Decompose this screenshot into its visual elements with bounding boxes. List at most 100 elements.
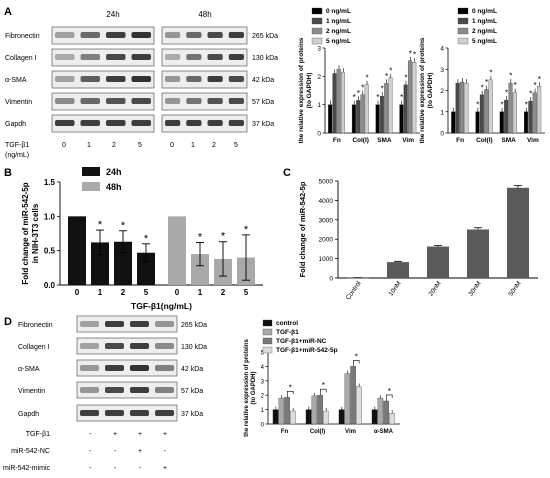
x-tick-label: 1	[98, 288, 103, 297]
bar	[191, 254, 209, 285]
significance-star: *	[244, 224, 249, 236]
treatment-label: miR-542-mimic	[3, 465, 51, 472]
bar	[403, 84, 408, 134]
x-tick-label: Col(I)	[310, 429, 325, 435]
blot-panel	[161, 48, 248, 67]
legend-label: TGF-β1+miR-542-5p	[276, 347, 338, 354]
significance-star: *	[404, 73, 407, 82]
blot-band	[228, 54, 244, 60]
protein-label: α-SMA	[18, 366, 40, 373]
bar	[364, 84, 369, 134]
bar	[528, 100, 533, 134]
blot-panel	[76, 381, 178, 399]
legend-swatch	[262, 337, 273, 345]
blot-band	[186, 76, 202, 82]
significance-star: *	[353, 93, 356, 102]
blot-band	[105, 321, 124, 327]
significance-star: *	[361, 83, 364, 92]
significance-star: *	[198, 231, 203, 243]
dose-value: 2	[212, 142, 216, 149]
legend-swatch	[82, 167, 100, 176]
legend-swatch	[457, 37, 469, 45]
blot-panel	[161, 26, 248, 45]
y-tick-label: 3	[440, 67, 444, 74]
bar	[399, 104, 404, 134]
bar	[278, 397, 285, 425]
y-axis-label: Fold change of miR-542-5p	[298, 181, 307, 277]
x-tick-label: 30nM	[468, 280, 483, 297]
x-tick-label: SMA	[377, 137, 392, 144]
significance-star: *	[376, 93, 379, 102]
blot-band	[165, 98, 181, 104]
x-tick-label: 2	[121, 288, 126, 297]
bar	[451, 111, 456, 134]
chart-a2: 0 1 2 3 4 the relative expression of proteins…	[419, 7, 545, 144]
significance-star: *	[533, 81, 536, 90]
x-tick-label: Vim	[345, 429, 356, 435]
y-tick-label: 3000	[319, 217, 334, 224]
significance-star: *	[485, 78, 488, 87]
y-axis-label: in NIH-3T3 cells	[31, 203, 40, 263]
blot-band	[155, 343, 174, 349]
bar	[459, 81, 465, 134]
panel-label-a: A	[4, 6, 12, 18]
chart-d: 0 1 2 3 4 5 the relative expression of protein…	[244, 319, 400, 437]
x-tick-label: Vim	[527, 137, 539, 144]
blot-band	[130, 387, 149, 393]
bar	[340, 71, 345, 134]
dose-value: 5	[234, 142, 238, 149]
blot-band	[55, 76, 75, 82]
kda-label: 42 kDa	[181, 366, 203, 373]
y-tick-label: 0	[317, 131, 321, 138]
dose-value: 0	[62, 142, 66, 149]
treatment-label: miR-542-NC	[11, 448, 50, 455]
blot-band	[80, 54, 100, 60]
kda-label: 42 kDa	[252, 77, 274, 84]
blot-band	[131, 32, 151, 38]
significance-star: *	[501, 100, 504, 109]
significance-star: *	[489, 68, 492, 77]
blot-band	[165, 76, 181, 82]
blot-band	[55, 54, 75, 60]
blot-band	[207, 120, 223, 126]
bar	[379, 96, 384, 134]
protein-label: Fibronectin	[5, 33, 40, 40]
blot-band	[130, 343, 149, 349]
x-tick-label: 1	[198, 288, 203, 297]
panel-label-d: D	[4, 316, 12, 328]
legend-swatch	[457, 27, 469, 35]
significance-bracket	[287, 391, 294, 395]
blot-panel	[76, 337, 178, 355]
legend-label: 48h	[106, 182, 122, 192]
protein-label: α-SMA	[5, 77, 27, 84]
x-tick-label: Fn	[281, 429, 289, 435]
bar	[356, 100, 361, 134]
significance-star: *	[385, 72, 388, 81]
y-tick-label: 1.0	[44, 212, 56, 221]
treatment-sign: -	[114, 465, 117, 472]
bar	[360, 94, 365, 134]
blot-band	[228, 76, 244, 82]
bar	[532, 92, 537, 134]
blot-band	[130, 321, 149, 327]
x-tick-label: Col(I)	[476, 137, 493, 144]
legend-swatch	[262, 328, 273, 336]
legend-swatch	[311, 37, 323, 45]
bar	[350, 366, 356, 425]
significance-star: *	[389, 66, 392, 75]
x-tick-label: 0	[175, 288, 180, 297]
bar	[537, 86, 542, 134]
dose-value: 0	[170, 142, 174, 149]
treatment-sign: +	[113, 431, 117, 438]
blot-panel	[161, 114, 248, 133]
treatment-sign: +	[163, 465, 167, 472]
x-tick-label: α-SMA	[374, 429, 394, 435]
blot-band	[186, 54, 202, 60]
y-tick-label: 1	[440, 109, 444, 116]
blot-band	[105, 343, 124, 349]
legend-label: 0 ng/mL	[472, 8, 497, 15]
y-tick-label: 4000	[319, 198, 334, 205]
y-axis-label: the relative expression of proteins	[419, 37, 426, 143]
blot-panel	[76, 359, 178, 377]
blot-band	[105, 365, 124, 371]
